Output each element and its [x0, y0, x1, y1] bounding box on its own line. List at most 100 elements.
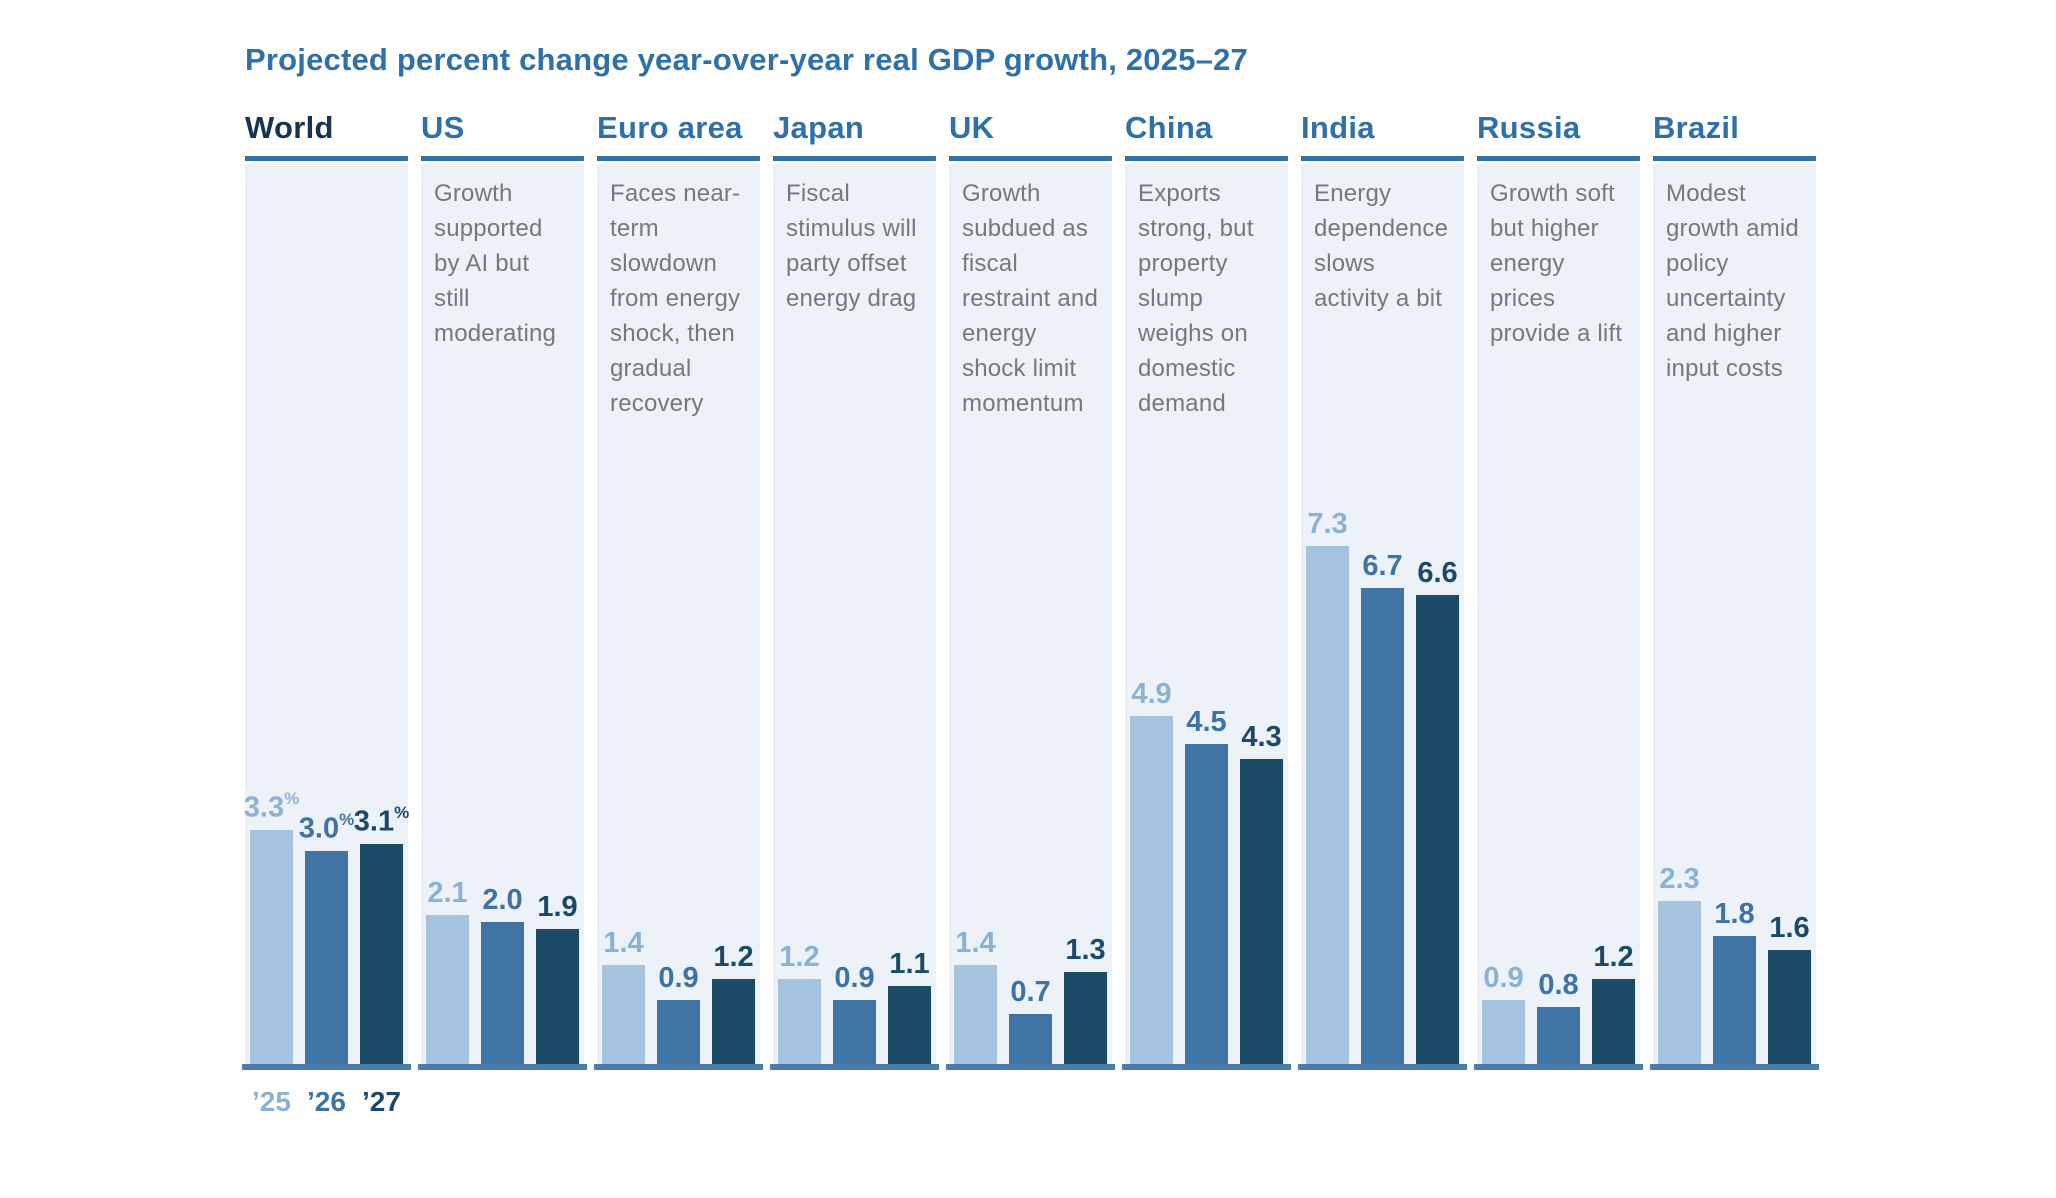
bar-2027: 1.2: [1592, 943, 1635, 1064]
bar-value-label: 1.1: [889, 948, 930, 980]
panel-japan: Japan Fiscal stimulus will party offset …: [770, 110, 939, 1118]
bar-2026: 0.9: [833, 964, 876, 1064]
axis-baseline: [418, 1064, 587, 1070]
bar-value-label: 3.3%: [243, 789, 300, 824]
bar: [888, 986, 931, 1064]
percent-suffix: %: [339, 810, 355, 830]
region-header: Russia: [1477, 110, 1581, 145]
axis-baseline: [1298, 1064, 1467, 1070]
bar: [1240, 759, 1283, 1064]
axis-baseline: [594, 1064, 763, 1070]
bar: [1009, 1014, 1052, 1064]
region-card: Energy dependence slows activity a bit 7…: [1298, 164, 1467, 1070]
bar: [712, 979, 755, 1064]
bar-value-label: 2.3: [1659, 863, 1700, 895]
bar-value-label: 1.4: [603, 927, 644, 959]
header-rule: [1477, 156, 1640, 161]
bar-value-label: 2.1: [427, 877, 468, 909]
bar-2025: 1.4: [602, 929, 645, 1064]
bar-2026: 0.9: [657, 964, 700, 1064]
bars-group: 1.4 0.7 1.3: [954, 929, 1107, 1064]
bar-2025: 3.3%: [244, 790, 299, 1064]
region-card: Fiscal stimulus will party offset energy…: [770, 164, 939, 1070]
bar-2026: 0.8: [1537, 971, 1580, 1064]
panel-euro-area: Euro area Faces near-term slowdown from …: [594, 110, 763, 1118]
bar-value-label: 1.9: [537, 891, 578, 923]
header-rule: [1653, 156, 1816, 161]
region-header: US: [421, 110, 465, 145]
bar-value-label: 2.0: [482, 884, 523, 916]
bar-2026: 6.7: [1361, 552, 1404, 1064]
bar-2025: 7.3: [1306, 510, 1349, 1064]
region-card: Growth soft but higher energy prices pro…: [1474, 164, 1643, 1070]
axis-baseline: [242, 1064, 411, 1070]
bar-value-label: 4.9: [1131, 678, 1172, 710]
region-description: Growth subdued as fiscal restraint and e…: [962, 180, 1099, 417]
header-rule: [421, 156, 584, 161]
bar: [305, 851, 348, 1064]
bar-2026: 2.0: [481, 886, 524, 1064]
bar: [536, 929, 579, 1064]
region-header: Japan: [773, 110, 865, 145]
bar: [602, 965, 645, 1064]
region-description: Growth supported by AI but still moderat…: [434, 180, 557, 347]
percent-suffix: %: [394, 803, 410, 823]
bar: [426, 915, 469, 1064]
bar: [1482, 1000, 1525, 1064]
bar-2026: 1.8: [1713, 900, 1756, 1064]
bar-2025: 0.9: [1482, 964, 1525, 1064]
bars-group: 7.3 6.7 6.6: [1306, 510, 1459, 1064]
bar-value-label: 1.8: [1714, 898, 1755, 930]
header-rule: [245, 156, 408, 161]
year-label-2026: ’26: [307, 1086, 346, 1117]
panel-china: China Exports strong, but property slump…: [1122, 110, 1291, 1118]
header-rule: [1125, 156, 1288, 161]
panel-uk: UK Growth subdued as fiscal restraint an…: [946, 110, 1115, 1118]
region-header: Euro area: [597, 110, 743, 145]
bar: [360, 844, 403, 1064]
bar-value-label: 6.7: [1362, 550, 1403, 582]
bar-value-label: 1.2: [779, 941, 820, 973]
bar-value-label: 7.3: [1307, 508, 1348, 540]
header-rule: [1301, 156, 1464, 161]
bar-value-label: 1.6: [1769, 912, 1810, 944]
bars-group: 4.9 4.5 4.3: [1130, 680, 1283, 1064]
year-label-2025: ’25: [252, 1086, 291, 1117]
region-card: Growth supported by AI but still moderat…: [418, 164, 587, 1070]
bar: [1306, 546, 1349, 1064]
bar: [1185, 744, 1228, 1064]
bar-2025: 2.1: [426, 879, 469, 1064]
bar-2027: 1.1: [888, 950, 931, 1064]
axis-baseline: [1650, 1064, 1819, 1070]
axis-baseline: [946, 1064, 1115, 1070]
bars-group: 2.3 1.8 1.6: [1658, 865, 1811, 1064]
bar: [1130, 716, 1173, 1064]
bar-value-label: 3.0%: [298, 810, 355, 845]
bar-2026: 3.0%: [299, 811, 354, 1064]
region-card: Faces near-term slowdown from energy sho…: [594, 164, 763, 1070]
header-rule: [597, 156, 760, 161]
bar-value-label: 1.4: [955, 927, 996, 959]
bar: [1361, 588, 1404, 1064]
header-rule: [949, 156, 1112, 161]
bar: [1768, 950, 1811, 1064]
bar: [1592, 979, 1635, 1064]
region-card: Modest growth amid policy uncertainty an…: [1650, 164, 1819, 1070]
chart-title: Projected percent change year-over-year …: [245, 42, 1248, 77]
bars-group: 2.1 2.0 1.9: [426, 879, 579, 1064]
bar-value-label: 0.9: [1483, 962, 1524, 994]
region-description: Growth soft but higher energy prices pro…: [1490, 180, 1623, 347]
bar-2027: 4.3: [1240, 723, 1283, 1064]
region-description: Exports strong, but property slump weigh…: [1138, 180, 1254, 417]
panel-brazil: Brazil Modest growth amid policy uncerta…: [1650, 110, 1819, 1118]
bar-2027: 1.2: [712, 943, 755, 1064]
region-header: World: [245, 110, 334, 145]
bar: [954, 965, 997, 1064]
bar: [778, 979, 821, 1064]
region-description: Faces near-term slowdown from energy sho…: [610, 180, 741, 417]
region-header: China: [1125, 110, 1213, 145]
bar-2027: 1.6: [1768, 914, 1811, 1064]
bar-2025: 4.9: [1130, 680, 1173, 1064]
axis-baseline: [1122, 1064, 1291, 1070]
bar-value-label: 0.9: [834, 962, 875, 994]
